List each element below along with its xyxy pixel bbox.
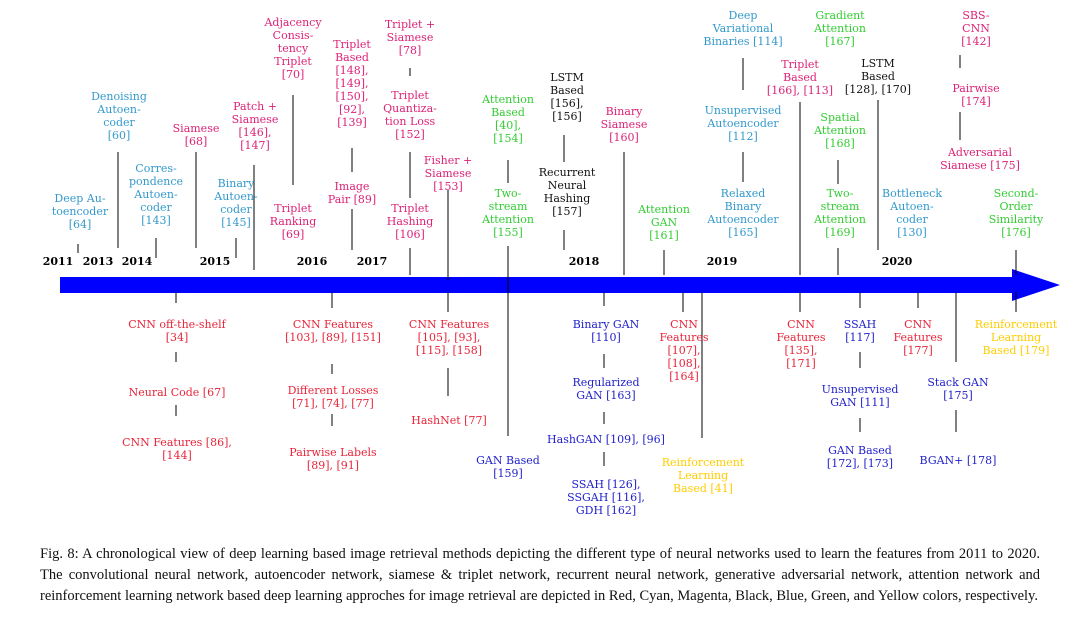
method-label-binary-autoencoder: Binary Autoen- coder [145] [214,177,258,229]
method-label-two-stream-attention-155: Two- stream Attention [155] [482,187,534,239]
method-label-unsupervised-autoencoder: Unsupervised Autoencoder [112] [704,104,782,143]
method-label-second-order-similarity: Second- Order Similarity [176] [988,187,1044,239]
year-label: 2018 [568,255,600,268]
method-label-adjacency-triplet: Adjacency Consis- tency Triplet [70] [264,16,322,81]
year-label: 2013 [82,255,114,268]
method-label-ssah-126: SSAH [126], SSGAH [116], GDH [162] [567,478,645,517]
method-label-lstm-156: LSTM Based [156], [156] [550,71,584,123]
method-label-triplet-hashing: Triplet Hashing [106] [386,202,434,241]
method-label-cnn-features-107: CNN Features [107], [108], [164] [659,318,709,383]
method-label-reinforcement-learning-2: Reinforcement Learning Based [179] [974,318,1058,357]
timeline-arrow-shaft [60,277,1020,293]
method-label-image-pair: Image Pair [89] [327,180,377,206]
method-label-sbs-cnn: SBS- CNN [142] [961,9,991,48]
method-label-adversarial-siamese: Adversarial Siamese [175] [940,146,1020,172]
method-label-cnn-features-86: CNN Features [86], [144] [122,436,232,462]
method-label-triplet-ranking: Triplet Ranking [69] [269,202,317,241]
method-label-cnn-off-the-shelf: CNN off-the-shelf [34] [128,318,226,344]
method-label-stack-gan: Stack GAN [175] [927,376,989,402]
method-label-patch-siamese: Patch + Siamese [146], [147] [231,100,279,152]
method-label-gan-based-159: GAN Based [159] [476,454,540,480]
method-label-attention-gan: Attention GAN [161] [638,203,690,242]
method-label-pairwise-labels: Pairwise Labels [89], [91] [289,446,377,472]
method-label-gan-based-172: GAN Based [172], [173] [826,444,894,470]
year-label: 2014 [121,255,153,268]
year-label: 2020 [881,255,913,268]
method-label-bgan-plus: BGAN+ [178] [919,454,997,467]
method-label-spatial-attention: Spatial Attention [168] [814,111,866,150]
method-label-pairwise-174: Pairwise [174] [952,82,1000,108]
method-label-triplet-siamese: Triplet + Siamese [78] [384,18,436,57]
timeline-arrow-head [1012,269,1060,301]
method-label-relaxed-binary-autoencoder: Relaxed Binary Autoencoder [165] [707,187,779,239]
method-label-unsupervised-gan: Unsupervised GAN [111] [821,383,899,409]
method-label-two-stream-attention-169: Two- stream Attention [169] [814,187,866,239]
figure-caption: Fig. 8: A chronological view of deep lea… [40,546,1040,604]
method-label-binary-gan: Binary GAN [110] [572,318,640,344]
method-label-binary-siamese: Binary Siamese [160] [600,105,648,144]
method-label-cnn-features-177: CNN Features [177] [893,318,943,357]
year-label: 2015 [199,255,231,268]
year-label: 2016 [296,255,328,268]
method-label-attention-based-154: Attention Based [40], [154] [482,93,534,145]
method-label-triplet-based-148: Triplet Based [148], [149], [150], [92],… [333,38,371,129]
method-label-triplet-quantization: Triplet Quantiza- tion Loss [152] [383,89,437,141]
method-label-triplet-based-166: Triplet Based [166], [113] [766,58,834,97]
method-label-ssah-117: SSAH [117] [843,318,877,344]
method-label-cnn-features-105: CNN Features [105], [93], [115], [158] [408,318,490,357]
method-label-recurrent-hashing: Recurrent Neural Hashing [157] [538,166,596,218]
method-label-hashgan: HashGAN [109], [96] [547,433,665,446]
method-label-deep-autoencoder: Deep Au- toencoder [64] [51,192,109,231]
year-label: 2011 [42,255,74,268]
method-label-cnn-features-135: CNN Features [135], [171] [776,318,826,370]
method-label-hashnet: HashNet [77] [411,414,487,427]
method-label-deep-variational-binaries: Deep Variational Binaries [114] [703,9,783,48]
method-label-denoising-autoencoder: Denoising Autoen- coder [60] [91,90,147,142]
method-label-neural-code: Neural Code [67] [128,386,226,399]
year-label: 2017 [356,255,388,268]
method-label-lstm-128: LSTM Based [128], [170] [844,57,912,96]
method-label-regularized-gan: Regularized GAN [163] [572,376,640,402]
year-label: 2019 [706,255,738,268]
method-label-siamese-68: Siamese [68] [172,122,220,148]
method-label-different-losses: Different Losses [71], [74], [77] [287,384,379,410]
method-label-bottleneck-autoencoder: Bottleneck Autoen- coder [130] [882,187,942,239]
method-label-fisher-siamese: Fisher + Siamese [153] [423,154,473,193]
method-label-correspondence-autoencoder: Corres- pondence Autoen- coder [143] [128,162,184,227]
method-label-reinforcement-learning-1: Reinforcement Learning Based [41] [661,456,745,495]
method-label-gradient-attention: Gradient Attention [167] [814,9,866,48]
method-label-cnn-features-103: CNN Features [103], [89], [151] [285,318,381,344]
